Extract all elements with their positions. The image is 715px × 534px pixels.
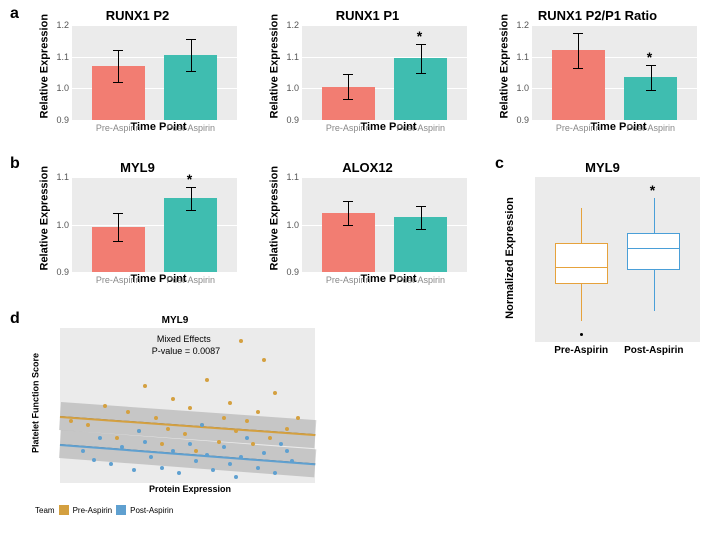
significance-marker: * — [187, 171, 192, 187]
y-axis-label: Relative Expression — [498, 23, 510, 118]
scatter-point-pre — [245, 419, 249, 423]
legend-label-pre: Pre-Aspirin — [73, 506, 113, 515]
panel-label-d: d — [10, 310, 20, 328]
scatter-point-pre — [285, 427, 289, 431]
scatter-point-post — [273, 471, 277, 475]
boxplot-ylabel: Normalized Expression — [504, 178, 516, 338]
scatter-point-post — [285, 449, 289, 453]
scatter-point-pre — [103, 404, 107, 408]
barchart-runx1p1: RUNX1 P10.91.01.11.2Pre-AspirinPost-Aspi… — [260, 8, 475, 133]
barchart-myl9: MYL90.91.01.1Pre-AspirinPost-Aspirin*Rel… — [30, 160, 245, 285]
scatter-point-post — [234, 475, 238, 479]
boxplot-myl9: MYL9 Pre-AspirinPost-Aspirin* Normalized… — [500, 160, 705, 342]
scatter-myl9: MYL9 Mixed Effects P-value = 0.0087 Plate… — [30, 315, 320, 494]
panel-label-a: a — [10, 5, 19, 23]
scatter-title: MYL9 — [30, 315, 320, 326]
scatter-point-post — [81, 449, 85, 453]
y-axis-label: Relative Expression — [268, 23, 280, 118]
y-axis-label: Relative Expression — [38, 23, 50, 118]
legend-title: Team — [35, 506, 55, 515]
scatter-point-pre — [262, 358, 266, 362]
scatter-point-post — [228, 462, 232, 466]
scatter-point-post — [245, 436, 249, 440]
scatter-point-pre — [228, 401, 232, 405]
significance-marker: * — [647, 49, 652, 65]
scatter-point-post — [188, 442, 192, 446]
scatter-point-post — [239, 455, 243, 459]
scatter-point-pre — [205, 378, 209, 382]
scatter-point-post — [171, 449, 175, 453]
scatter-ylabel: Platelet Function Score — [31, 326, 41, 481]
scatter-point-pre — [86, 423, 90, 427]
scatter-legend: Team Pre-Aspirin Post-Aspirin — [35, 505, 173, 515]
scatter-point-pre — [251, 442, 255, 446]
barchart-alox12: ALOX120.91.01.1Pre-AspirinPost-AspirinRe… — [260, 160, 475, 285]
legend-swatch-pre — [59, 505, 69, 515]
scatter-point-post — [211, 468, 215, 472]
scatter-point-pre — [234, 429, 238, 433]
scatter-point-pre — [268, 436, 272, 440]
scatter-point-pre — [194, 449, 198, 453]
scatter-point-pre — [171, 397, 175, 401]
scatter-point-pre — [183, 432, 187, 436]
scatter-point-post — [92, 458, 96, 462]
scatter-point-pre — [126, 410, 130, 414]
scatter-point-pre — [217, 440, 221, 444]
scatter-point-post — [177, 471, 181, 475]
box-post — [627, 233, 680, 270]
scatter-annot-model: Mixed Effects — [157, 334, 211, 344]
scatter-point-post — [120, 445, 124, 449]
scatter-point-pre — [296, 416, 300, 420]
scatter-point-post — [194, 459, 198, 463]
scatter-point-pre — [166, 427, 170, 431]
y-axis-label: Relative Expression — [268, 175, 280, 270]
scatter-point-pre — [188, 406, 192, 410]
legend-swatch-post — [116, 505, 126, 515]
scatter-point-post — [109, 462, 113, 466]
scatter-point-pre — [154, 416, 158, 420]
scatter-point-post — [205, 453, 209, 457]
scatter-point-post — [149, 455, 153, 459]
scatter-point-pre — [69, 419, 73, 423]
scatter-point-post — [137, 429, 141, 433]
significance-marker: * — [650, 182, 655, 198]
scatter-point-pre — [239, 339, 243, 343]
scatter-point-pre — [143, 384, 147, 388]
panel-label-b: b — [10, 155, 20, 173]
scatter-point-pre — [256, 410, 260, 414]
scatter-point-pre — [273, 391, 277, 395]
scatter-point-post — [132, 468, 136, 472]
boxplot-title: MYL9 — [500, 160, 705, 175]
scatter-point-post — [256, 466, 260, 470]
scatter-xlabel: Protein Expression — [60, 484, 320, 494]
scatter-point-post — [262, 451, 266, 455]
significance-marker: * — [417, 28, 422, 44]
barchart-runx1p2: RUNX1 P20.91.01.11.2Pre-AspirinPost-Aspi… — [30, 8, 245, 133]
scatter-point-post — [290, 459, 294, 463]
y-axis-label: Relative Expression — [38, 175, 50, 270]
scatter-point-post — [222, 445, 226, 449]
scatter-point-post — [279, 442, 283, 446]
scatter-point-post — [143, 440, 147, 444]
scatter-point-pre — [115, 436, 119, 440]
legend-label-post: Post-Aspirin — [130, 506, 173, 515]
scatter-point-post — [160, 466, 164, 470]
scatter-annot-pvalue: P-value = 0.0087 — [152, 346, 220, 356]
scatter-point-post — [200, 423, 204, 427]
scatter-point-pre — [160, 442, 164, 446]
box-pre — [555, 243, 608, 284]
scatter-point-pre — [222, 416, 226, 420]
scatter-point-post — [98, 436, 102, 440]
barchart-runx1ratio: RUNX1 P2/P1 Ratio0.91.01.11.2Pre-Aspirin… — [490, 8, 705, 133]
